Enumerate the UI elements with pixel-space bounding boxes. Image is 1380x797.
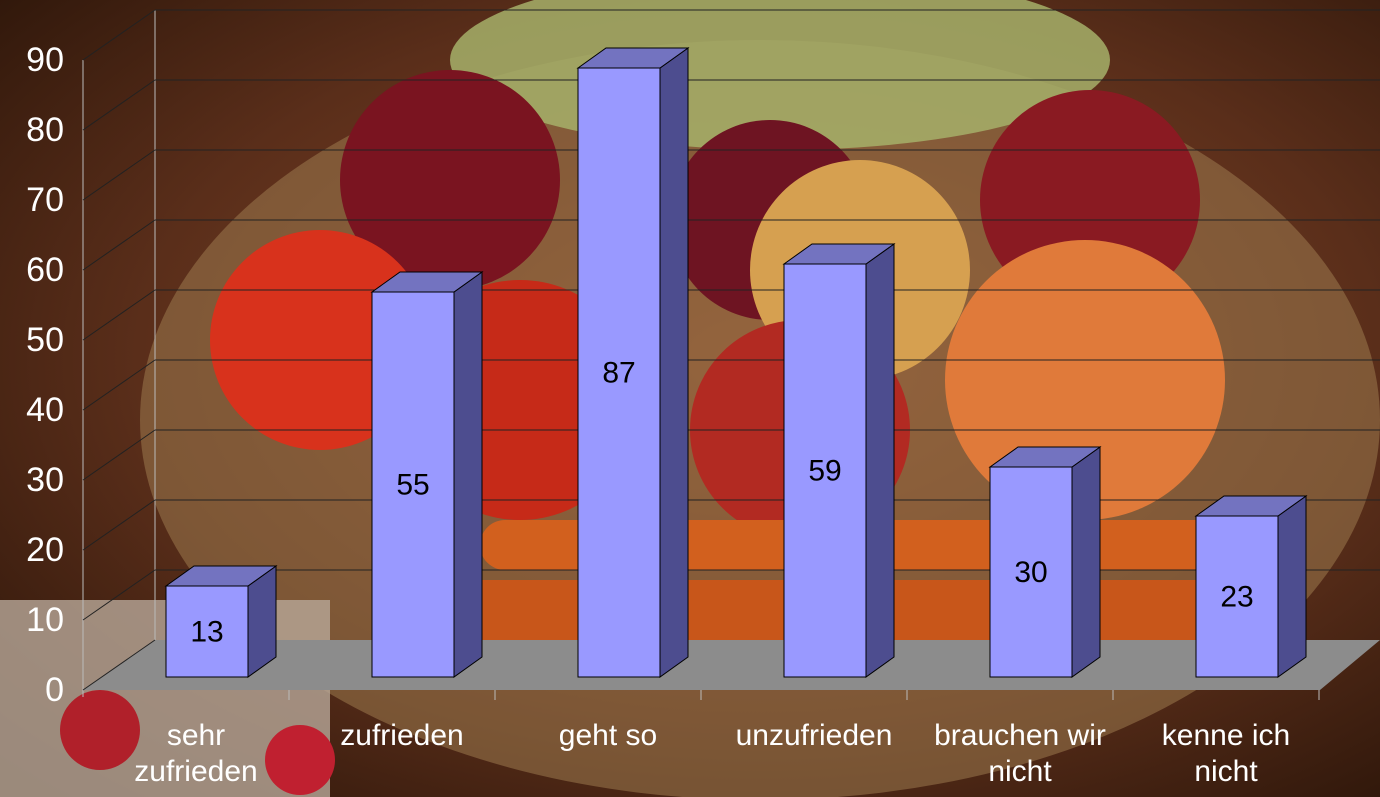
value-label: 87: [602, 356, 635, 389]
bar-side: [660, 48, 688, 677]
value-label: 13: [190, 615, 223, 648]
value-label: 30: [1014, 556, 1047, 589]
x-tick-label: geht so: [521, 718, 696, 754]
bar-side: [454, 272, 482, 677]
x-tick-label: kenne ich nicht: [1139, 718, 1314, 790]
y-tick-label: 0: [45, 671, 64, 709]
x-tick-label: sehr zufrieden: [109, 718, 284, 790]
bar-3d: 23: [1196, 496, 1306, 677]
page: 0 10 20 30 40 50 60 70 80 90 13 55 87 59 30 23 sehr zu…: [0, 0, 1380, 797]
y-tick-label: 20: [26, 531, 64, 569]
x-tick-label: brauchen wir nicht: [933, 718, 1108, 790]
bar-3d: 87: [578, 48, 688, 677]
x-tick-label: zufrieden: [315, 718, 490, 754]
y-tick-label: 60: [26, 251, 64, 289]
y-tick-label: 50: [26, 321, 64, 359]
bar-side: [1278, 496, 1306, 677]
value-label: 55: [396, 468, 429, 501]
floor: [83, 640, 1380, 690]
value-label: 23: [1220, 580, 1253, 613]
chart: 0 10 20 30 40 50 60 70 80 90 13 55 87 59 30 23: [0, 0, 1380, 797]
bar-3d: 13: [166, 566, 276, 677]
y-tick-label: 90: [26, 41, 64, 79]
x-tick-label: unzufrieden: [727, 718, 902, 754]
y-tick-label: 80: [26, 111, 64, 149]
bar-3d: 55: [372, 272, 482, 677]
y-tick-label: 70: [26, 181, 64, 219]
y-tick-label: 30: [26, 461, 64, 499]
bar-3d: 59: [784, 244, 894, 677]
y-tick-label: 10: [26, 601, 64, 639]
bar-side: [866, 244, 894, 677]
y-tick-label: 40: [26, 391, 64, 429]
bar-side: [1072, 447, 1100, 677]
value-label: 59: [808, 454, 841, 487]
bar-3d: 30: [990, 447, 1100, 677]
